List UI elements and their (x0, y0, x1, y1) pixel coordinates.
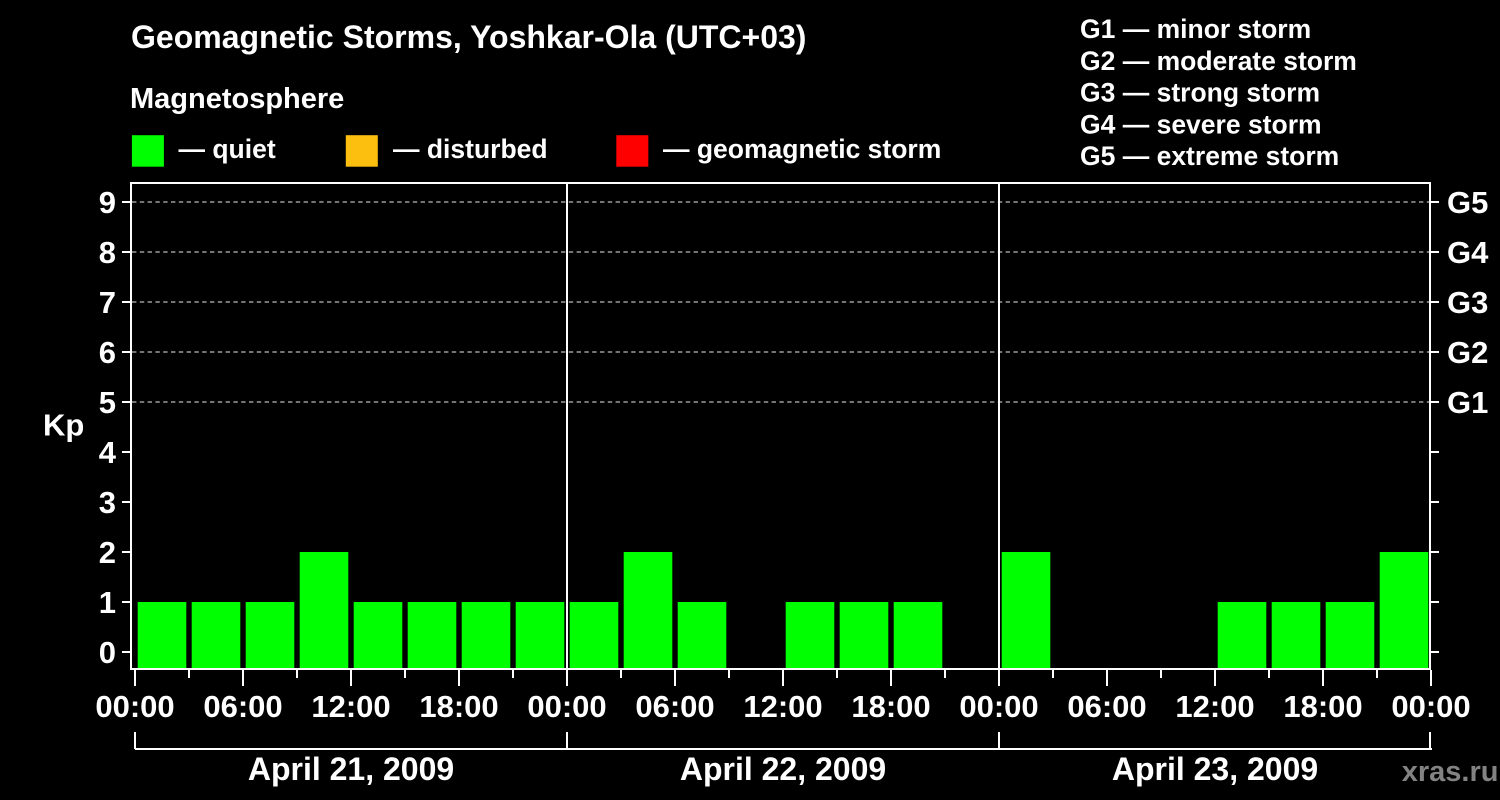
svg-text:April 21, 2009: April 21, 2009 (248, 751, 454, 787)
svg-text:12:00: 12:00 (1175, 689, 1254, 724)
svg-text:— geomagnetic storm: — geomagnetic storm (663, 134, 941, 164)
svg-text:G3: G3 (1447, 285, 1488, 320)
svg-text:9: 9 (99, 185, 116, 220)
svg-text:Geomagnetic Storms, Yoshkar-Ol: Geomagnetic Storms, Yoshkar-Ola (UTC+03) (131, 19, 806, 55)
svg-text:G1: G1 (1447, 385, 1488, 420)
svg-text:xras.ru: xras.ru (1402, 756, 1499, 788)
svg-text:6: 6 (99, 335, 116, 370)
svg-text:G4 — severe storm: G4 — severe storm (1080, 109, 1322, 139)
svg-text:G5: G5 (1447, 185, 1488, 220)
svg-text:3: 3 (99, 485, 116, 520)
svg-text:00:00: 00:00 (527, 689, 606, 724)
svg-text:18:00: 18:00 (851, 689, 930, 724)
svg-text:G2 — moderate storm: G2 — moderate storm (1080, 46, 1357, 76)
svg-text:April 22, 2009: April 22, 2009 (680, 751, 886, 787)
svg-text:Magnetosphere: Magnetosphere (130, 83, 344, 115)
svg-text:00:00: 00:00 (95, 689, 174, 724)
svg-text:1: 1 (99, 585, 116, 620)
svg-text:Kp: Kp (43, 408, 84, 443)
svg-text:06:00: 06:00 (1067, 689, 1146, 724)
svg-text:G1 — minor storm: G1 — minor storm (1080, 14, 1311, 44)
svg-text:00:00: 00:00 (1391, 689, 1470, 724)
svg-text:12:00: 12:00 (743, 689, 822, 724)
svg-text:8: 8 (99, 235, 116, 270)
svg-text:4: 4 (99, 435, 117, 470)
svg-text:— quiet: — quiet (179, 134, 276, 164)
svg-text:5: 5 (99, 385, 116, 420)
svg-text:G2: G2 (1447, 335, 1488, 370)
svg-text:— disturbed: — disturbed (393, 134, 548, 164)
svg-text:18:00: 18:00 (419, 689, 498, 724)
svg-text:7: 7 (99, 285, 116, 320)
svg-text:G5 — extreme storm: G5 — extreme storm (1080, 141, 1339, 171)
svg-text:12:00: 12:00 (311, 689, 390, 724)
svg-text:06:00: 06:00 (635, 689, 714, 724)
svg-text:00:00: 00:00 (959, 689, 1038, 724)
svg-text:G3 — strong storm: G3 — strong storm (1080, 78, 1320, 108)
svg-text:0: 0 (99, 635, 116, 670)
svg-text:April 23, 2009: April 23, 2009 (1112, 751, 1318, 787)
svg-text:06:00: 06:00 (203, 689, 282, 724)
svg-text:G4: G4 (1447, 235, 1489, 270)
svg-text:18:00: 18:00 (1283, 689, 1362, 724)
svg-text:2: 2 (99, 535, 116, 570)
